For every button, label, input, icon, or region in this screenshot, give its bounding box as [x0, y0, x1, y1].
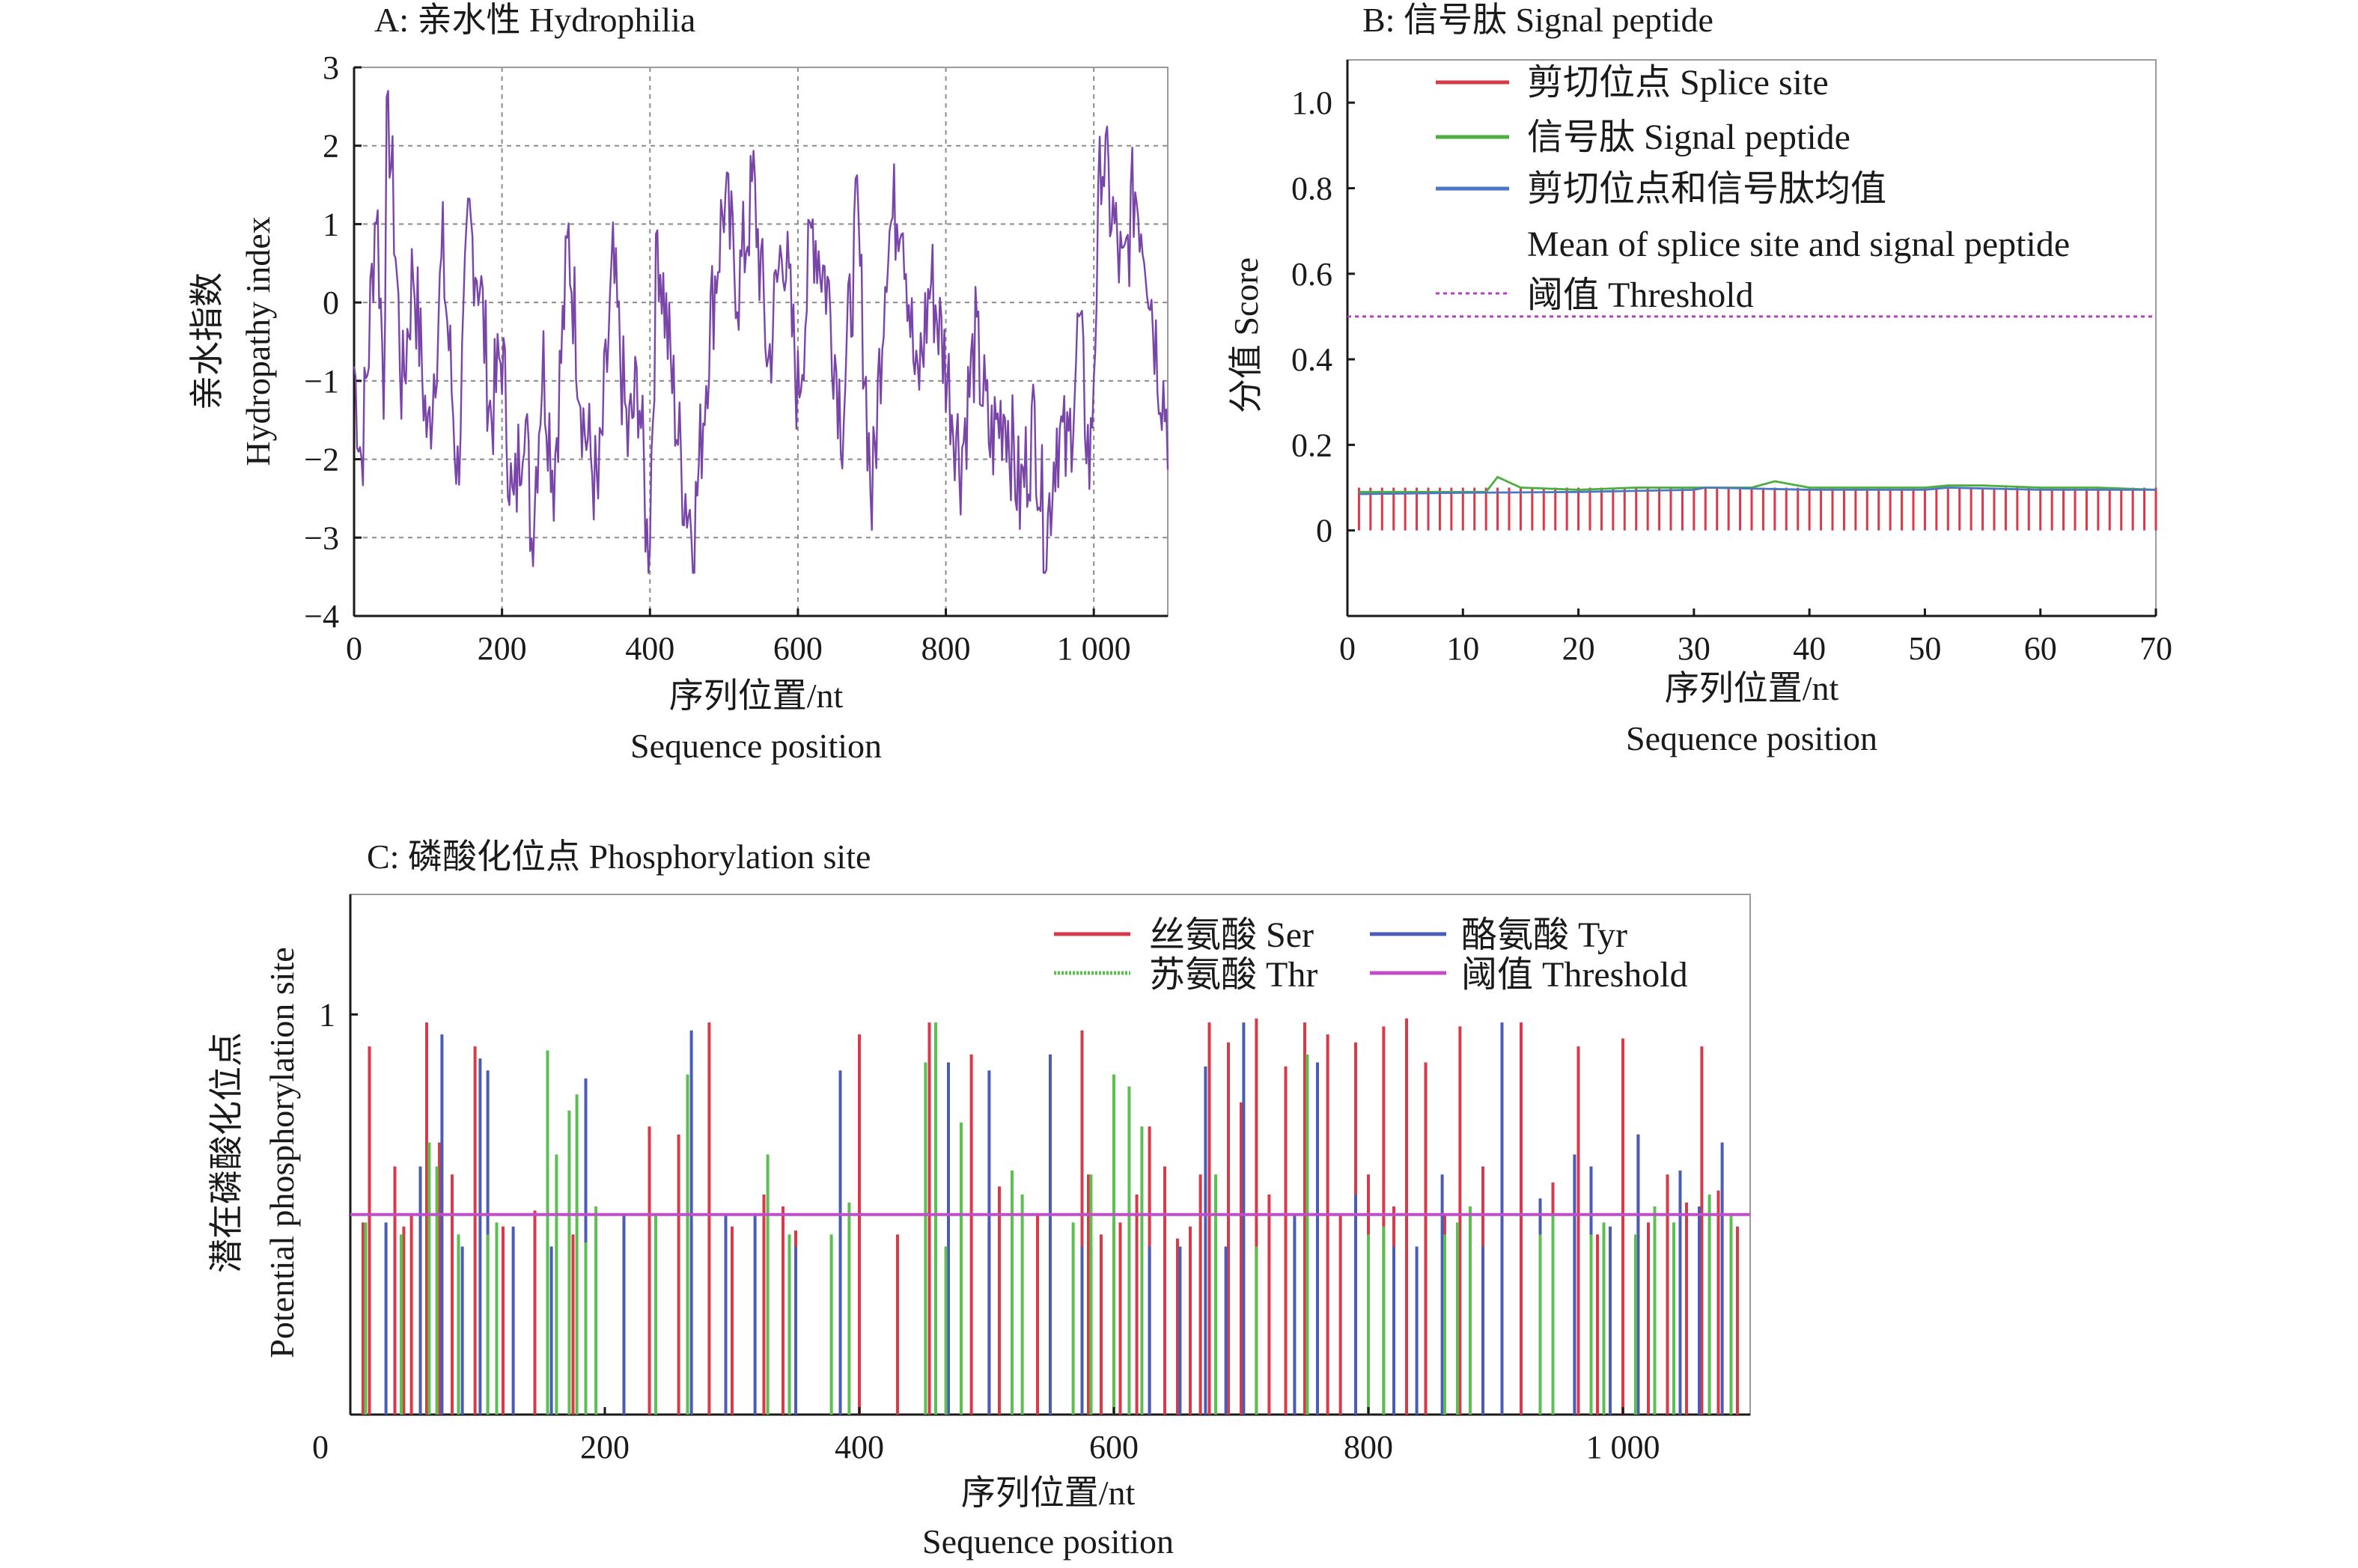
- x-tick-label: 800: [1344, 1429, 1393, 1465]
- x-tick-label: 0: [312, 1429, 329, 1465]
- x-tick-label: 40: [1793, 630, 1826, 667]
- y-tick-label: −3: [304, 519, 339, 556]
- x-tick-label: 60: [2024, 630, 2057, 667]
- panel-c-ylabel-en: Potential phosphorylation site: [263, 947, 301, 1358]
- y-tick-label: 0.2: [1291, 427, 1332, 463]
- x-tick-label: 800: [921, 630, 971, 667]
- y-tick-label: 0.8: [1291, 170, 1332, 207]
- y-tick-label: 1.0: [1291, 85, 1332, 121]
- panel-a-title: A: 亲水性 Hydrophilia: [374, 1, 695, 39]
- panel-a-ylabel-cn: 亲水指数: [188, 272, 226, 410]
- x-tick-label: 0: [346, 630, 362, 667]
- y-tick-label: 2: [323, 128, 339, 165]
- panel-b-legend: 剪切位点 Splice site 信号肽 Signal peptide 剪切位点…: [1436, 63, 2070, 315]
- x-tick-label: 200: [478, 630, 527, 667]
- panel-b-xlabel-cn: 序列位置/nt: [1665, 669, 1839, 707]
- y-tick-label: 0.4: [1291, 341, 1332, 378]
- panel-b-signal-peptide: B: 信号肽 Signal peptide 0 10 20 30 40 50 60 70 0 0…: [1227, 1, 2172, 757]
- hydropathy-line: [353, 90, 1169, 574]
- panel-c-title: C: 磷酸化位点 Phosphorylation site: [367, 838, 871, 876]
- x-tick-label: 20: [1562, 630, 1595, 667]
- mean-line: [1359, 486, 2156, 495]
- legend-label-signal: 信号肽 Signal peptide: [1527, 118, 1850, 157]
- x-tick-label: 400: [835, 1429, 884, 1465]
- legend-label-splice: 剪切位点 Splice site: [1527, 63, 1829, 103]
- x-tick-label: 200: [580, 1429, 630, 1465]
- y-tick-label: 3: [323, 49, 339, 86]
- x-tick-label: 50: [1908, 630, 1941, 667]
- legend-label-ser: 丝氨酸 Ser: [1149, 915, 1314, 955]
- x-tick-label: 400: [625, 630, 674, 667]
- y-tick-label: −2: [304, 442, 339, 478]
- panel-a-xlabel-cn: 序列位置/nt: [669, 677, 844, 715]
- legend-label-thr: 苏氨酸 Thr: [1149, 955, 1317, 995]
- panel-b-xlabel-en: Sequence position: [1626, 719, 1877, 757]
- legend-label-threshold: 阈值 Threshold: [1461, 955, 1688, 995]
- y-tick-label: 1: [319, 996, 335, 1033]
- y-tick-label: 0: [1316, 513, 1332, 549]
- panel-b-title: B: 信号肽 Signal peptide: [1362, 1, 1713, 39]
- legend-label-threshold: 阈值 Threshold: [1527, 275, 1754, 315]
- x-tick-label: 30: [1678, 630, 1710, 667]
- x-tick-label: 0: [1339, 630, 1356, 667]
- panel-c-phosphorylation: C: 磷酸化位点 Phosphorylation site 0 200 400 600…: [207, 838, 1751, 1561]
- panel-a-plot-frame: [353, 67, 1169, 617]
- y-tick-label: 0: [323, 284, 339, 321]
- legend-label-tyr: 酪氨酸 Tyr: [1461, 915, 1627, 955]
- y-tick-label: −1: [304, 363, 339, 400]
- y-tick-label: 0.6: [1291, 256, 1332, 293]
- legend-label-mean-en: Mean of splice site and signal peptide: [1527, 225, 2070, 264]
- x-tick-label: 1 000: [1057, 630, 1131, 667]
- panel-a-hydrophilia: A: 亲水性 Hydrophilia 0 200 400 600 800 1 000 −4…: [188, 1, 1169, 765]
- x-tick-label: 1 000: [1586, 1429, 1660, 1465]
- x-tick-label: 600: [773, 630, 823, 667]
- panel-c-xlabel-cn: 序列位置/nt: [961, 1474, 1136, 1512]
- panel-a-xlabel-en: Sequence position: [630, 727, 882, 765]
- panel-a-ylabel-en: Hydropathy index: [239, 216, 277, 466]
- panel-c-ylabel-cn: 潜在磷酸化位点: [207, 1032, 246, 1273]
- panel-c-xlabel-en: Sequence position: [922, 1522, 1174, 1561]
- panel-b-ylabel: 分值 Score: [1227, 257, 1265, 413]
- splice-site-stems: [1357, 487, 2157, 531]
- y-tick-label: −4: [304, 598, 339, 635]
- panel-c-legend: 丝氨酸 Ser 酪氨酸 Tyr 苏氨酸 Thr 阈值 Threshold: [1054, 915, 1688, 995]
- legend-label-mean: 剪切位点和信号肽均值: [1527, 169, 1886, 209]
- x-tick-label: 600: [1089, 1429, 1139, 1465]
- x-tick-label: 10: [1446, 630, 1479, 667]
- x-tick-label: 70: [2139, 630, 2172, 667]
- y-tick-label: 1: [323, 206, 339, 242]
